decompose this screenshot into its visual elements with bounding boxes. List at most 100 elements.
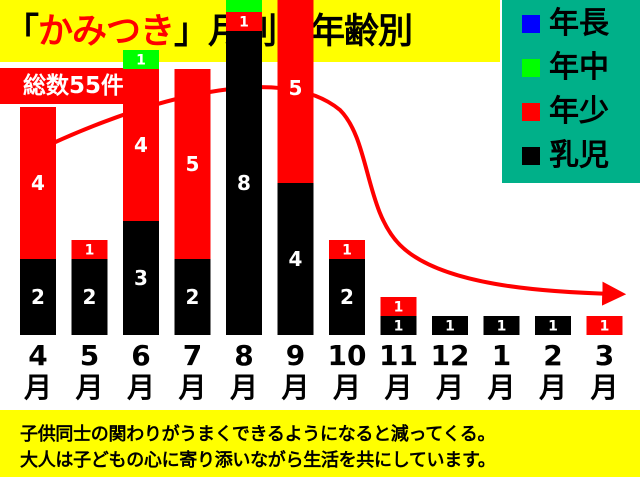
month-number: 8 <box>234 339 254 372</box>
month-number: 12 <box>430 339 470 372</box>
bar-value-label-7-s0: 2 <box>186 285 200 309</box>
month-unit: 月 <box>178 371 207 404</box>
legend-swatch-nensho <box>522 103 540 121</box>
bar-segment-6-s1 <box>123 69 159 221</box>
footer-line-2: 大人は子どもの心に寄り添いながら生活を共にしています。 <box>20 450 496 471</box>
month-number: 3 <box>594 339 615 372</box>
month-number: 1 <box>491 339 512 372</box>
bar-segment-12-s0 <box>432 316 468 335</box>
month-unit: 月 <box>384 371 413 404</box>
legend-swatch-nencho <box>522 15 540 33</box>
title-highlight: かみつき <box>38 12 175 52</box>
bar-segment-8-s1 <box>226 12 262 31</box>
bar-segment-7-s0 <box>174 259 211 335</box>
month-unit: 月 <box>590 371 619 404</box>
month-number: 7 <box>182 339 203 372</box>
month-unit: 月 <box>332 371 361 404</box>
bar-value-label-8-s0: 8 <box>237 171 251 195</box>
bar-segment-8-s2 <box>226 0 262 12</box>
bar-segment-5-s1 <box>71 240 108 259</box>
bar-value-label-1-s0: 1 <box>497 319 507 335</box>
bar-value-label-8-s1: 1 <box>239 15 249 31</box>
bar-segment-7-s1 <box>174 69 211 259</box>
month-unit: 月 <box>126 371 155 404</box>
legend-item-nensho: 年少 <box>522 92 640 132</box>
title-close-quote: 」 <box>174 12 209 52</box>
month-label-10: 10 月 <box>327 340 367 404</box>
footer-note: 子供同士の関わりがうまくできるようになると減ってくる。 大人は子どもの心に寄り添… <box>0 410 640 477</box>
title-open-quote: 「 <box>4 12 39 52</box>
bar-segment-9-s1 <box>277 0 314 183</box>
bar-segment-8-s0 <box>226 31 262 335</box>
month-unit: 月 <box>229 371 258 404</box>
month-number: 4 <box>28 339 48 372</box>
month-unit: 月 <box>538 371 567 404</box>
month-number: 11 <box>379 339 418 372</box>
bar-value-label-12-s0: 1 <box>445 319 455 335</box>
month-number: 2 <box>543 339 563 372</box>
legend: 年長 年中 年少 乳児 <box>502 0 640 183</box>
month-unit: 月 <box>487 371 516 404</box>
month-number: 10 <box>327 339 367 372</box>
bar-segment-4-s1 <box>20 107 56 259</box>
legend-item-nencho: 年長 <box>522 4 640 44</box>
legend-label-nencho: 年長 <box>549 6 609 41</box>
bar-value-label-5-s0: 2 <box>83 285 97 309</box>
bar-segment-2-s0 <box>535 316 571 335</box>
bar-segment-3-s1 <box>586 316 623 335</box>
bar-value-label-4-s1: 4 <box>31 171 45 195</box>
month-number: 9 <box>285 339 306 372</box>
footer-line-1: 子供同士の関わりがうまくできるようになると減ってくる。 <box>20 424 496 445</box>
legend-item-nenchu: 年中 <box>522 48 640 88</box>
trend-arrow <box>29 85 627 306</box>
bar-value-label-10-s0: 2 <box>340 285 354 309</box>
month-unit: 月 <box>435 371 464 404</box>
bar-segment-4-s0 <box>20 259 56 335</box>
month-number: 6 <box>131 339 151 372</box>
month-number: 5 <box>79 339 100 372</box>
month-unit: 月 <box>281 371 310 404</box>
month-unit: 月 <box>23 371 52 404</box>
bar-segment-11-s0 <box>380 316 417 335</box>
bar-value-label-5-s1: 1 <box>85 243 95 259</box>
bar-segment-1-s0 <box>483 316 520 335</box>
bar-segment-6-s0 <box>123 221 159 335</box>
legend-swatch-nenchu <box>522 59 540 77</box>
legend-swatch-nyuji <box>522 147 540 165</box>
bars-group: 242134125812451121111111 <box>20 0 623 335</box>
bar-value-label-3-s1: 1 <box>600 319 610 335</box>
bar-value-label-6-s2: 1 <box>136 53 146 69</box>
month-label-12: 12 月 <box>430 340 470 404</box>
bar-value-label-4-s0: 2 <box>31 285 45 309</box>
legend-label-nyuji: 乳児 <box>549 138 609 173</box>
legend-label-nensho: 年少 <box>549 94 609 129</box>
month-label-11: 11 月 <box>379 340 419 404</box>
bar-segment-10-s0 <box>329 259 365 335</box>
bar-value-label-11-s0: 1 <box>394 319 404 335</box>
legend-label-nenchu: 年中 <box>549 50 609 85</box>
bar-value-label-11-s1: 1 <box>394 300 404 316</box>
bar-segment-6-s2 <box>123 50 159 69</box>
bar-value-label-6-s0: 3 <box>134 266 148 290</box>
bar-segment-11-s1 <box>380 297 417 316</box>
legend-item-nyuji: 乳児 <box>522 136 640 176</box>
month-unit: 月 <box>75 371 104 404</box>
bar-value-label-10-s1: 1 <box>342 243 352 259</box>
bar-value-label-9-s1: 5 <box>289 76 303 100</box>
bar-segment-10-s1 <box>329 240 365 259</box>
bar-value-label-9-s0: 4 <box>289 247 303 271</box>
bar-value-label-7-s1: 5 <box>186 152 200 176</box>
bar-segment-9-s0 <box>277 183 314 335</box>
bar-value-label-2-s0: 1 <box>548 319 558 335</box>
